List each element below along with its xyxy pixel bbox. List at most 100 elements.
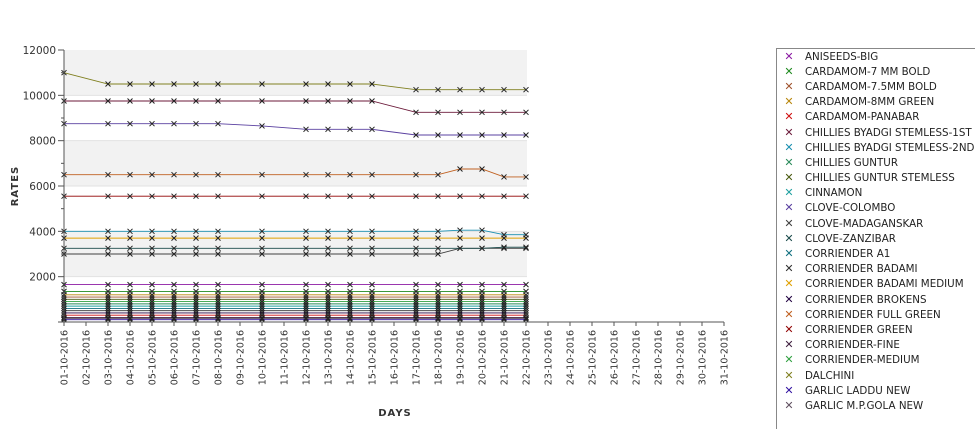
legend-marker-icon: ✕ <box>781 324 797 336</box>
legend-marker-icon: ✕ <box>781 248 797 260</box>
legend-label: DALCHINI <box>805 370 975 382</box>
y-tick-label: 8000 <box>29 136 56 148</box>
x-tick-label: 29-10-2016 <box>676 330 687 385</box>
legend-marker-icon: ✕ <box>781 339 797 351</box>
x-tick-label: 26-10-2016 <box>610 330 621 385</box>
legend-item: ✕ CORRIENDER A1 <box>777 246 975 261</box>
x-tick-label: 14-10-2016 <box>346 330 357 385</box>
legend-marker-icon: ✕ <box>781 400 797 412</box>
x-tick-label: 31-10-2016 <box>720 330 731 385</box>
x-tick-label: 02-10-2016 <box>82 330 93 385</box>
legend-marker-icon: ✕ <box>781 202 797 214</box>
legend-marker-icon: ✕ <box>781 127 797 139</box>
legend-marker-icon: ✕ <box>781 81 797 93</box>
legend-item: ✕ CARDAMOM-8MM GREEN <box>777 95 975 110</box>
legend-label: CARDAMOM-8MM GREEN <box>805 96 975 108</box>
legend-item: ✕ CARDAMOM-PANABAR <box>777 110 975 125</box>
plot-band <box>64 141 527 186</box>
y-tick-label: 4000 <box>29 226 56 238</box>
legend-marker-icon: ✕ <box>781 142 797 154</box>
x-tick-label: 04-10-2016 <box>126 330 137 385</box>
legend-label: CORRIENDER FULL GREEN <box>805 309 975 321</box>
y-tick-labels: 20004000600080001000012000 <box>23 45 56 284</box>
legend-label: CHILLIES BYADGI STEMLESS-1ST <box>805 127 975 139</box>
x-tick-label: 28-10-2016 <box>654 330 665 385</box>
plot-band <box>64 186 527 231</box>
legend-marker-icon: ✕ <box>781 218 797 230</box>
legend-marker-icon: ✕ <box>781 66 797 78</box>
legend-marker-icon: ✕ <box>781 263 797 275</box>
x-tick-label: 09-10-2016 <box>236 330 247 385</box>
y-tick-label: 2000 <box>29 272 56 284</box>
x-tick-label: 13-10-2016 <box>324 330 335 385</box>
legend-marker-icon: ✕ <box>781 370 797 382</box>
legend-item: ✕ CORRIENDER BADAMI <box>777 262 975 277</box>
x-tick-label: 19-10-2016 <box>456 330 467 385</box>
legend-label: CINNAMON <box>805 187 975 199</box>
legend-label: GARLIC LADDU NEW <box>805 385 975 397</box>
legend-marker-icon: ✕ <box>781 354 797 366</box>
legend-item: ✕ CORRIENDER FULL GREEN <box>777 307 975 322</box>
legend-item: ✕ GARLIC LADDU NEW <box>777 383 975 398</box>
legend: ✕ ANISEEDS-BIG ✕ CARDAMOM-7 MM BOLD ✕ CARDAMO… <box>776 48 975 429</box>
legend-marker-icon: ✕ <box>781 157 797 169</box>
legend-item: ✕ CORRIENDER BADAMI MEDIUM <box>777 277 975 292</box>
legend-label: CORRIENDER-FINE <box>805 339 975 351</box>
y-axis-label: RATES <box>10 166 21 207</box>
x-tick-label: 11-10-2016 <box>280 330 291 385</box>
legend-label: ANISEEDS-BIG <box>805 51 975 63</box>
x-tick-label: 18-10-2016 <box>434 330 445 385</box>
legend-marker-icon: ✕ <box>781 385 797 397</box>
x-axis-label: DAYS <box>378 408 412 419</box>
x-tick-label: 20-10-2016 <box>478 330 489 385</box>
legend-item: ✕ CLOVE-ZANZIBAR <box>777 231 975 246</box>
legend-marker-icon: ✕ <box>781 96 797 108</box>
legend-marker-icon: ✕ <box>781 111 797 123</box>
legend-item: ✕ CHILLIES BYADGI STEMLESS-2ND <box>777 140 975 155</box>
legend-marker-icon: ✕ <box>781 187 797 199</box>
legend-item: ✕ GARLIC M.P.GOLA NEW <box>777 398 975 413</box>
legend-marker-icon: ✕ <box>781 278 797 290</box>
x-tick-label: 23-10-2016 <box>544 330 555 385</box>
legend-item: ✕ CORRIENDER GREEN <box>777 322 975 337</box>
legend-label: CARDAMOM-7 MM BOLD <box>805 66 975 78</box>
x-tick-label: 10-10-2016 <box>258 330 269 385</box>
legend-marker-icon: ✕ <box>781 233 797 245</box>
x-tick-label: 24-10-2016 <box>566 330 577 385</box>
x-tick-label: 03-10-2016 <box>104 330 115 385</box>
legend-item: ✕ CARDAMOM-7.5MM BOLD <box>777 79 975 94</box>
x-tick-label: 12-10-2016 <box>302 330 313 385</box>
legend-item: ✕ CORRIENDER-FINE <box>777 338 975 353</box>
legend-label: CARDAMOM-7.5MM BOLD <box>805 81 975 93</box>
legend-label: CHILLIES GUNTUR STEMLESS <box>805 172 975 184</box>
legend-marker-icon: ✕ <box>781 51 797 63</box>
legend-label: CLOVE-COLOMBO <box>805 202 975 214</box>
legend-item: ✕ DALCHINI <box>777 368 975 383</box>
legend-item: ✕ CLOVE-COLOMBO <box>777 201 975 216</box>
legend-item: ✕ CORRIENDER-MEDIUM <box>777 353 975 368</box>
legend-label: CORRIENDER BROKENS <box>805 294 975 306</box>
legend-label: CHILLIES GUNTUR <box>805 157 975 169</box>
legend-item: ✕ CORRIENDER BROKENS <box>777 292 975 307</box>
x-tick-label: 05-10-2016 <box>148 330 159 385</box>
x-tick-labels: 01-10-2016 02-10-2016 03-10-2016 04-10-2016… <box>60 330 731 385</box>
legend-marker-icon: ✕ <box>781 294 797 306</box>
legend-item: ✕ CHILLIES GUNTUR STEMLESS <box>777 171 975 186</box>
legend-item: ✕ CARDAMOM-7 MM BOLD <box>777 64 975 79</box>
x-tick-label: 25-10-2016 <box>588 330 599 385</box>
x-tick-label: 01-10-2016 <box>60 330 71 385</box>
legend-label: CORRIENDER-MEDIUM <box>805 354 975 366</box>
legend-item: ✕ CHILLIES GUNTUR <box>777 155 975 170</box>
legend-item: ✕ CHILLIES BYADGI STEMLESS-1ST <box>777 125 975 140</box>
x-tick-label: 21-10-2016 <box>500 330 511 385</box>
legend-label: CORRIENDER GREEN <box>805 324 975 336</box>
x-tick-label: 15-10-2016 <box>368 330 379 385</box>
plot-band <box>64 50 527 95</box>
x-tick-label: 22-10-2016 <box>522 330 533 385</box>
x-tick-label: 27-10-2016 <box>632 330 643 385</box>
legend-label: CORRIENDER BADAMI <box>805 263 975 275</box>
legend-marker-icon: ✕ <box>781 172 797 184</box>
y-tick-label: 10000 <box>23 90 56 102</box>
legend-label: CHILLIES BYADGI STEMLESS-2ND <box>805 142 975 154</box>
y-tick-label: 12000 <box>23 45 56 57</box>
